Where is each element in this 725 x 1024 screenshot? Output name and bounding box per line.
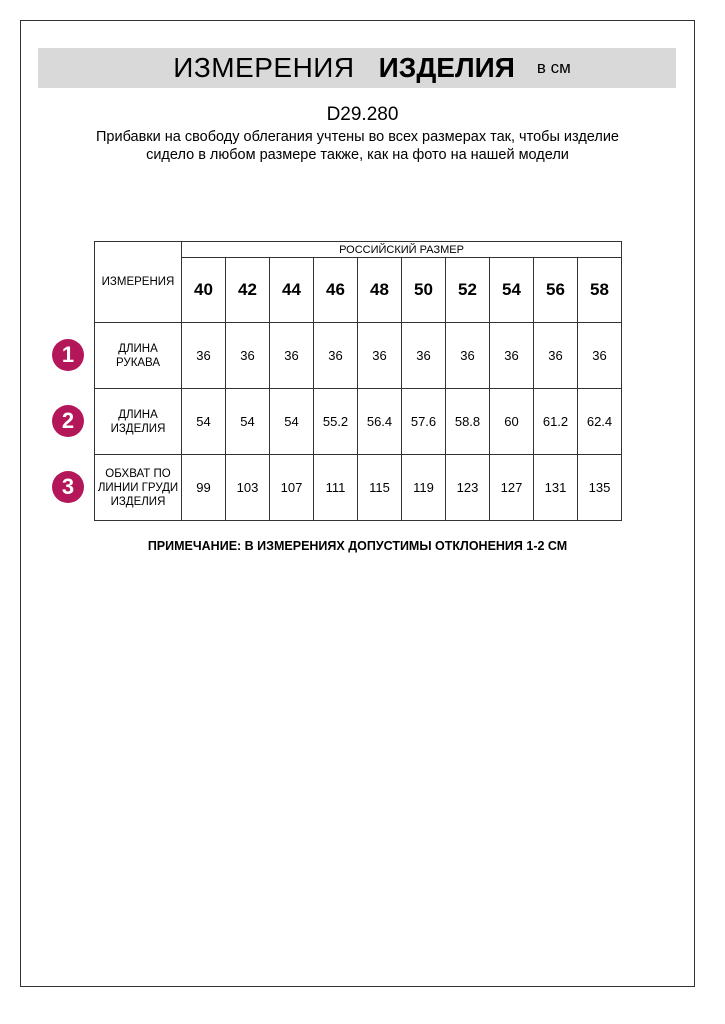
- cell-value: 55.2: [313, 388, 358, 455]
- cell-value: 61.2: [533, 388, 578, 455]
- cell-value: 36: [181, 322, 226, 389]
- size-group-header: РОССИЙСКИЙ РАЗМЕР: [181, 241, 622, 258]
- cell-value: 36: [577, 322, 622, 389]
- cell-value: 58.8: [445, 388, 490, 455]
- cell-value: 36: [401, 322, 446, 389]
- size-header: 46: [313, 257, 358, 323]
- cell-value: 54: [225, 388, 270, 455]
- cell-value: 111: [313, 454, 358, 521]
- size-header: 40: [181, 257, 226, 323]
- cell-value: 115: [357, 454, 402, 521]
- cell-value: 36: [533, 322, 578, 389]
- size-header: 56: [533, 257, 578, 323]
- cell-value: 135: [577, 454, 622, 521]
- size-header: 44: [269, 257, 314, 323]
- row-number-marker: 3: [52, 471, 84, 503]
- cell-value: 103: [225, 454, 270, 521]
- cell-value: 127: [489, 454, 534, 521]
- cell-value: 56.4: [357, 388, 402, 455]
- row-number-marker: 1: [52, 339, 84, 371]
- cell-value: 36: [357, 322, 402, 389]
- row-number-marker: 2: [52, 405, 84, 437]
- cell-value: 119: [401, 454, 446, 521]
- row-label: ОБХВАТ ПО ЛИНИИ ГРУДИ ИЗДЕЛИЯ: [94, 454, 182, 521]
- cell-value: 131: [533, 454, 578, 521]
- cell-value: 36: [489, 322, 534, 389]
- cell-value: 57.6: [401, 388, 446, 455]
- cell-value: 60: [489, 388, 534, 455]
- title-regular: ИЗМЕРЕНИЯ: [173, 52, 355, 83]
- table-row: ДЛИНА РУКАВА 36 36 36 36 36 36 36 36 36 36: [94, 322, 622, 389]
- title-banner: ИЗМЕРЕНИЯ ИЗДЕЛИЯ в см: [38, 48, 676, 88]
- size-table: ИЗМЕРЕНИЯ РОССИЙСКИЙ РАЗМЕР 40 42 44 46 48 50 5…: [94, 241, 622, 521]
- size-header: 54: [489, 257, 534, 323]
- note: ПРИМЕЧАНИЕ: В ИЗМЕРЕНИЯХ ДОПУСТИМЫ ОТКЛО…: [147, 539, 568, 553]
- cell-value: 36: [445, 322, 490, 389]
- cell-value: 62.4: [577, 388, 622, 455]
- page-frame: [20, 20, 695, 987]
- title-bold: ИЗДЕЛИЯ: [378, 52, 515, 83]
- cell-value: 107: [269, 454, 314, 521]
- row-label: ДЛИНА РУКАВА: [94, 322, 182, 389]
- cell-value: 36: [269, 322, 314, 389]
- cell-value: 36: [313, 322, 358, 389]
- size-header: 50: [401, 257, 446, 323]
- table-row: ОБХВАТ ПО ЛИНИИ ГРУДИ ИЗДЕЛИЯ 99 103 107 111…: [94, 454, 622, 521]
- row-label: ДЛИНА ИЗДЕЛИЯ: [94, 388, 182, 455]
- size-header: 58: [577, 257, 622, 323]
- size-header: 42: [225, 257, 270, 323]
- article-code: D29.280: [326, 104, 399, 125]
- cell-value: 123: [445, 454, 490, 521]
- size-header: 52: [445, 257, 490, 323]
- cell-value: 99: [181, 454, 226, 521]
- cell-value: 54: [269, 388, 314, 455]
- cell-value: 54: [181, 388, 226, 455]
- table-row: ДЛИНА ИЗДЕЛИЯ 54 54 54 55.2 56.4 57.6 58.8 60 61.…: [94, 388, 622, 455]
- measurement-header: ИЗМЕРЕНИЯ: [94, 241, 182, 323]
- description: Прибавки на свободу облегания учтены во …: [95, 129, 619, 163]
- size-header: 48: [357, 257, 402, 323]
- cell-value: 36: [225, 322, 270, 389]
- title-unit: в см: [536, 58, 571, 77]
